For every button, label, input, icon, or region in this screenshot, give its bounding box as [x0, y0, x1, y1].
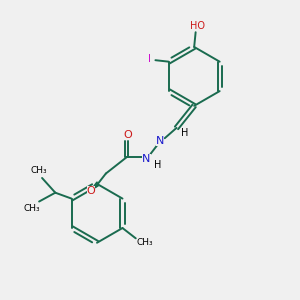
Text: H: H [154, 160, 161, 170]
Text: O: O [87, 186, 95, 196]
Text: CH₃: CH₃ [137, 238, 154, 247]
Text: I: I [148, 54, 151, 64]
Text: CH₃: CH₃ [23, 204, 40, 213]
Text: O: O [124, 130, 132, 140]
Text: N: N [156, 136, 164, 146]
Text: N: N [142, 154, 151, 164]
Text: HO: HO [190, 21, 205, 31]
Text: CH₃: CH₃ [31, 166, 47, 175]
Text: H: H [181, 128, 188, 138]
